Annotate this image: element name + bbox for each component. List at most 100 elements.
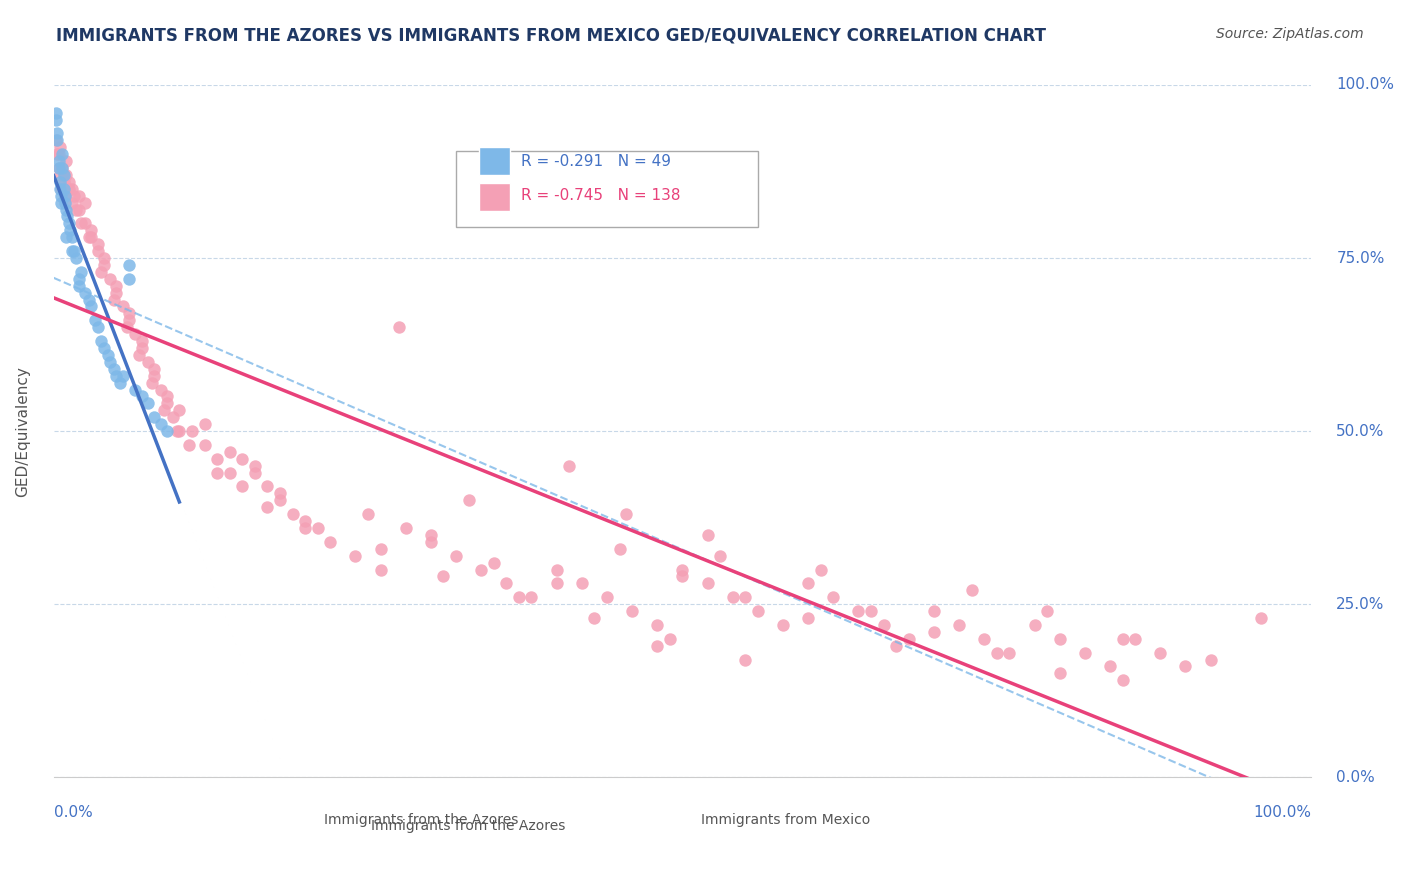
Point xyxy=(797,576,820,591)
Point xyxy=(153,403,176,417)
Point xyxy=(70,216,93,230)
Point xyxy=(1036,604,1059,618)
Point xyxy=(136,355,159,369)
Point xyxy=(897,632,920,646)
Point xyxy=(48,161,70,175)
Text: R = -0.745   N = 138: R = -0.745 N = 138 xyxy=(522,188,681,203)
Point xyxy=(1250,611,1272,625)
Point xyxy=(671,562,693,576)
Point xyxy=(93,341,115,355)
Point xyxy=(52,175,75,189)
FancyBboxPatch shape xyxy=(478,183,510,211)
Point xyxy=(747,604,769,618)
Point xyxy=(65,202,87,217)
Point xyxy=(93,258,115,272)
Point xyxy=(67,188,90,202)
Point xyxy=(1199,652,1222,666)
Text: R = -0.291   N = 49: R = -0.291 N = 49 xyxy=(522,153,672,169)
Point xyxy=(58,182,80,196)
Point xyxy=(546,562,568,576)
Point xyxy=(86,320,108,334)
Point xyxy=(169,424,191,438)
Point xyxy=(205,466,228,480)
Point xyxy=(281,507,304,521)
Point xyxy=(90,265,112,279)
Point xyxy=(59,223,82,237)
Point xyxy=(520,202,543,217)
Point xyxy=(1123,632,1146,646)
Point xyxy=(49,175,72,189)
Point xyxy=(111,300,134,314)
Point xyxy=(62,188,84,202)
Point xyxy=(1098,659,1121,673)
Point xyxy=(179,438,201,452)
Point xyxy=(52,168,75,182)
Point xyxy=(128,348,150,362)
Point xyxy=(370,562,392,576)
Point xyxy=(105,285,128,300)
Point xyxy=(734,652,756,666)
Point xyxy=(51,161,73,175)
Point xyxy=(45,133,67,147)
Point xyxy=(110,376,132,390)
Point xyxy=(48,147,70,161)
Point xyxy=(73,285,96,300)
Point xyxy=(621,604,644,618)
Point xyxy=(571,576,593,591)
Text: Immigrants from the Azores: Immigrants from the Azores xyxy=(371,819,565,833)
Point xyxy=(51,161,73,175)
Point xyxy=(73,216,96,230)
FancyBboxPatch shape xyxy=(669,812,689,829)
Point xyxy=(948,618,970,632)
Point xyxy=(67,278,90,293)
Point xyxy=(156,389,179,403)
Text: IMMIGRANTS FROM THE AZORES VS IMMIGRANTS FROM MEXICO GED/EQUIVALENCY CORRELATION: IMMIGRANTS FROM THE AZORES VS IMMIGRANTS… xyxy=(56,27,1046,45)
Point xyxy=(46,133,69,147)
Point xyxy=(103,361,125,376)
Point xyxy=(156,396,179,410)
Point xyxy=(319,534,342,549)
Point xyxy=(48,161,70,175)
Text: Immigrants from the Azores: Immigrants from the Azores xyxy=(323,814,519,827)
Point xyxy=(149,417,172,431)
Point xyxy=(118,272,141,286)
Text: Immigrants from Mexico: Immigrants from Mexico xyxy=(702,814,870,827)
Point xyxy=(1111,632,1133,646)
Point xyxy=(645,639,668,653)
Point xyxy=(45,105,67,120)
Point xyxy=(46,127,69,141)
Point xyxy=(294,521,316,535)
Point xyxy=(294,514,316,528)
Point xyxy=(143,410,166,425)
Point xyxy=(105,368,128,383)
Point xyxy=(495,576,517,591)
Text: 100.0%: 100.0% xyxy=(1336,78,1395,93)
Point xyxy=(67,272,90,286)
Point xyxy=(772,618,794,632)
Point xyxy=(84,313,107,327)
Point xyxy=(482,556,505,570)
Point xyxy=(118,306,141,320)
Point xyxy=(596,591,619,605)
Point xyxy=(1024,618,1046,632)
Point xyxy=(93,251,115,265)
Point xyxy=(432,569,454,583)
Point xyxy=(56,210,79,224)
Point xyxy=(169,403,191,417)
Point xyxy=(884,639,907,653)
Point xyxy=(58,216,80,230)
Point xyxy=(143,361,166,376)
Point xyxy=(55,230,77,244)
Point xyxy=(797,611,820,625)
Point xyxy=(149,383,172,397)
Point xyxy=(162,410,184,425)
Point xyxy=(520,591,543,605)
Point xyxy=(48,154,70,169)
Point xyxy=(558,458,581,473)
Point xyxy=(52,168,75,182)
Text: 75.0%: 75.0% xyxy=(1336,251,1385,266)
Point xyxy=(307,521,329,535)
Text: 0.0%: 0.0% xyxy=(1336,770,1375,785)
Point xyxy=(1149,646,1171,660)
Point xyxy=(218,445,240,459)
